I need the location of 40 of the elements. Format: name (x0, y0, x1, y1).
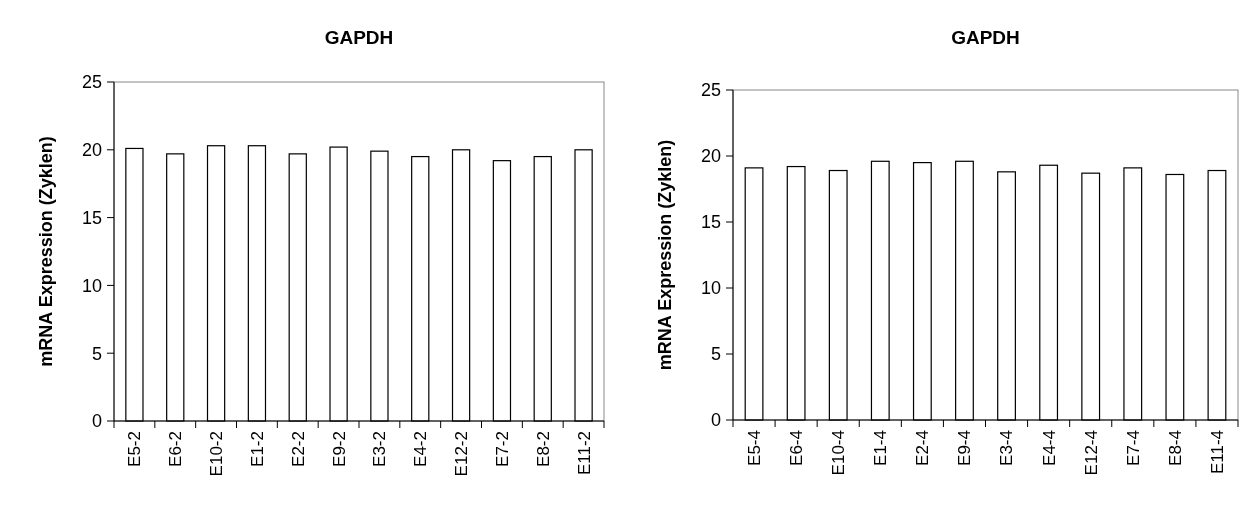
x-tick-label: E5-4 (744, 430, 764, 466)
y-tick-label: 25 (700, 80, 721, 101)
x-tick-label: E11-2 (574, 431, 594, 476)
chart-title: GAPDH (324, 27, 394, 48)
x-tick-label: E7-4 (1123, 430, 1143, 466)
x-tick-label: E1-4 (871, 430, 891, 466)
y-tick-label: 25 (81, 72, 102, 93)
x-tick-label: E11-4 (1207, 430, 1227, 475)
x-tick-label: E12-4 (1081, 430, 1101, 476)
x-tick-label: E9-2 (329, 431, 349, 467)
y-tick-label: 5 (91, 343, 102, 364)
y-tick-label: 20 (81, 140, 102, 161)
y-axis-title: mRNA Expression (Zyklen) (36, 136, 56, 367)
x-tick-label: E7-2 (492, 431, 512, 467)
x-tick-label: E6-4 (787, 430, 807, 466)
y-tick-label: 10 (700, 278, 721, 299)
x-tick-label: E10-4 (829, 430, 849, 476)
y-tick-label: 20 (700, 146, 721, 167)
x-tick-label: E1-2 (247, 431, 267, 467)
y-tick-label: 15 (700, 212, 721, 233)
chart-title: GAPDH (951, 27, 1020, 48)
x-tick-label: E6-2 (166, 431, 186, 467)
y-tick-label: 15 (81, 207, 102, 228)
x-tick-label: E9-4 (955, 430, 975, 466)
x-tick-label: E8-4 (1165, 430, 1185, 466)
x-tick-label: E3-4 (997, 430, 1017, 466)
y-axis-title: mRNA Expression (Zyklen) (655, 139, 675, 371)
x-tick-label: E2-2 (288, 431, 308, 467)
x-tick-label: E8-2 (533, 431, 553, 467)
x-tick-label: E10-2 (207, 431, 227, 477)
y-tick-label: 10 (81, 275, 102, 296)
x-tick-label: E4-4 (1039, 430, 1059, 466)
y-tick-label: 0 (91, 411, 102, 432)
x-tick-label: E5-2 (125, 431, 145, 467)
x-tick-label: E12-2 (452, 431, 472, 477)
y-tick-label: 5 (710, 344, 721, 365)
x-tick-label: E2-4 (913, 430, 933, 466)
y-tick-label: 0 (710, 410, 721, 431)
x-tick-label: E3-2 (370, 431, 390, 467)
x-tick-label: E4-2 (411, 431, 431, 467)
